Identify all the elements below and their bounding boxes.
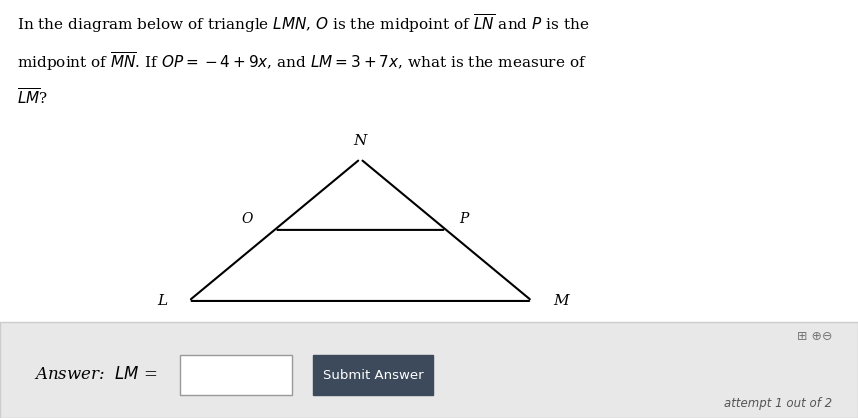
Text: M: M [553, 294, 569, 308]
Text: Submit Answer: Submit Answer [323, 369, 424, 382]
FancyBboxPatch shape [313, 355, 433, 395]
FancyBboxPatch shape [180, 355, 292, 395]
Text: attempt 1 out of 2: attempt 1 out of 2 [724, 397, 832, 410]
Text: N: N [353, 135, 367, 148]
Text: midpoint of $\overline{MN}$. If $OP = -4 + 9x$, and $LM = 3 + 7x$, what is the m: midpoint of $\overline{MN}$. If $OP = -4… [17, 50, 587, 73]
Text: P: P [459, 212, 468, 226]
Text: $\overline{LM}$?: $\overline{LM}$? [17, 88, 48, 108]
Text: Answer:  $LM$ =: Answer: $LM$ = [34, 366, 158, 382]
Text: O: O [242, 212, 253, 226]
FancyBboxPatch shape [0, 322, 858, 418]
Text: L: L [157, 294, 167, 308]
Text: ⊞ ⊕⊖: ⊞ ⊕⊖ [797, 330, 832, 343]
Text: In the diagram below of triangle $LMN$, $O$ is the midpoint of $\overline{LN}$ a: In the diagram below of triangle $LMN$, … [17, 13, 589, 36]
